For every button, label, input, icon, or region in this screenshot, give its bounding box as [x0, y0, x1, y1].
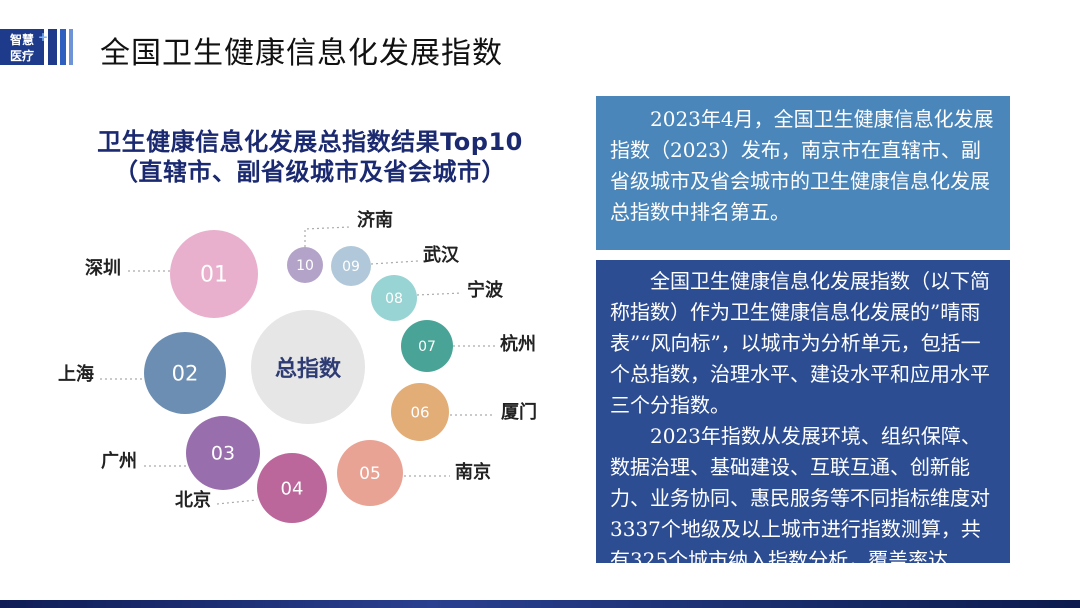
logo-bar: [69, 29, 73, 65]
leader-line: [216, 499, 258, 505]
city-label: 南京: [455, 461, 491, 483]
rank-number: 02: [172, 361, 199, 385]
logo-bar: [48, 29, 57, 65]
city-label: 杭州: [500, 333, 536, 355]
city-label: 上海: [58, 363, 94, 385]
leader-line: [304, 226, 351, 247]
rank-bubble-02: [144, 332, 226, 414]
center-bubble-label: 总指数: [275, 356, 342, 382]
city-label: 深圳: [85, 257, 121, 279]
rank-number: 06: [410, 403, 429, 421]
info-release-text: 2023年4月，全国卫生健康信息化发展指数（2023）发布，南京市在直辖市、副省…: [610, 107, 994, 224]
logo-text-bottom: 医疗: [10, 48, 34, 63]
rank-bubble-04: [257, 453, 327, 523]
plus-icon: +: [38, 30, 48, 44]
city-label: 宁波: [467, 279, 504, 301]
rank-bubble-05: [337, 440, 403, 506]
page-title: 全国卫生健康信息化发展指数: [100, 36, 503, 71]
rank-number: 09: [342, 259, 360, 275]
rank-number: 03: [211, 443, 235, 465]
city-label: 北京: [175, 489, 211, 511]
chart-title: 卫生健康信息化发展总指数结果Top10: [97, 128, 523, 156]
info-description-para2: 2023年指数从发展环境、组织保障、数据治理、基础建设、互联互通、创新能力、业务…: [610, 424, 990, 603]
rank-number: 05: [359, 464, 381, 484]
logo-text-top: 智慧: [9, 32, 34, 47]
rank-bubble-06: [391, 383, 449, 441]
rank-number: 08: [385, 291, 403, 307]
center-bubble: [251, 310, 365, 424]
leader-line: [416, 292, 463, 296]
rank-bubble-10: [287, 247, 323, 283]
city-label: 武汉: [423, 245, 460, 266]
info-box-description: 全国卫生健康信息化发展指数（以下简称指数）作为卫生健康信息化发展的”晴雨表”“风…: [596, 260, 1010, 603]
rank-bubble-08: [371, 275, 417, 321]
info-description-para1: 全国卫生健康信息化发展指数（以下简称指数）作为卫生健康信息化发展的”晴雨表”“风…: [610, 269, 990, 417]
city-label: 广州: [101, 450, 137, 472]
rank-number: 01: [200, 263, 228, 288]
info-box-release: 2023年4月，全国卫生健康信息化发展指数（2023）发布，南京市在直辖市、副省…: [596, 96, 1010, 250]
bubble-chart: 总指数 01 深圳 02 上海 03 广州 04 北京 05 南京 06 厦门 07 杭州 08 宁波 09 武汉 1…: [58, 209, 537, 523]
logo: 智慧 医疗 +: [0, 29, 73, 65]
rank-number: 10: [296, 258, 314, 274]
city-label: 厦门: [501, 401, 537, 423]
city-label: 济南: [357, 209, 393, 231]
logo-bar: [60, 29, 66, 65]
rank-bubble-09: [331, 246, 371, 286]
rank-number: 07: [418, 339, 436, 355]
leader-line: [370, 260, 419, 265]
rank-bubble-01: [170, 230, 258, 318]
rank-bubble-07: [401, 320, 453, 372]
chart-subtitle: （直辖市、副省级城市及省会城市）: [114, 158, 506, 186]
rank-number: 04: [281, 478, 304, 499]
footer-bar: [0, 600, 1080, 608]
rank-bubble-03: [186, 416, 260, 490]
